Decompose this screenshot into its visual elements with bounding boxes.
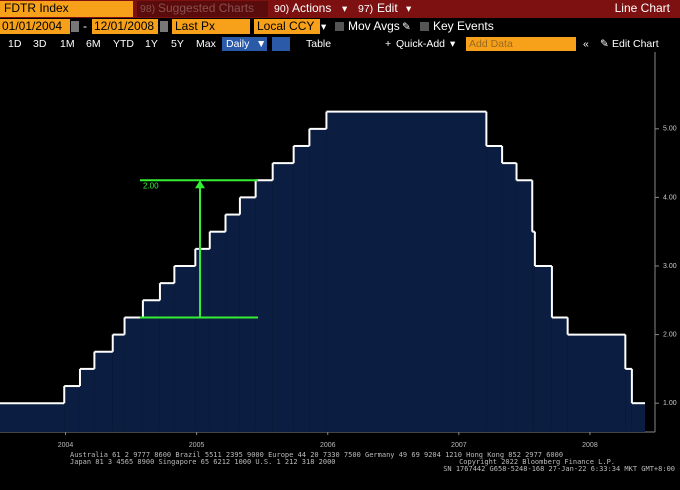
period-button[interactable]: 6M (86, 38, 101, 50)
frequency[interactable]: Daily (226, 38, 250, 50)
period-button[interactable]: 1M (60, 38, 75, 50)
period-button[interactable]: YTD (113, 38, 134, 50)
area-segment (255, 180, 273, 432)
y-tick-label: 2.00 (663, 331, 677, 338)
period-button[interactable]: 1Y (145, 38, 158, 50)
area-segment (326, 111, 487, 433)
area-segment (225, 214, 240, 432)
area-segment (486, 145, 503, 432)
period-button[interactable]: 1D (8, 38, 22, 50)
area-segment (159, 283, 175, 432)
x-tick-label: 2005 (189, 442, 205, 449)
area-segment (79, 368, 95, 432)
edit-num: 97) (358, 3, 373, 15)
area-segment (502, 163, 517, 432)
period-button[interactable]: Max (196, 38, 217, 50)
dropdown-arrow: ▾ (321, 21, 327, 33)
area-segment (209, 231, 226, 432)
area-segment (631, 403, 645, 432)
x-tick-label: 2006 (320, 442, 336, 449)
suggested-button[interactable] (137, 1, 268, 17)
start-date[interactable]: 01/01/2004 (2, 19, 62, 33)
edit-menu[interactable]: Edit (377, 1, 398, 15)
chart-icon[interactable] (272, 37, 290, 51)
annotation-label: 2.00 (143, 181, 159, 190)
add-data[interactable]: Add Data (469, 38, 513, 50)
collapse-icon[interactable]: « (583, 38, 589, 50)
start-date-box[interactable] (0, 19, 70, 34)
period-button[interactable]: 5Y (171, 38, 184, 50)
mov-avgs[interactable]: Mov Avgs (348, 19, 400, 33)
pencil-icon: ✎ (600, 38, 609, 50)
x-tick-label: 2004 (58, 442, 74, 449)
footer-line: Japan 81 3 4565 8900 Singapore 65 6212 1… (70, 458, 336, 466)
end-date[interactable]: 12/01/2008 (94, 19, 154, 33)
add-data-box[interactable] (466, 37, 576, 51)
plot: 2004 2005 2006 2007 2008 1.00 2.00 3.00 4.00 5.00… (0, 52, 677, 449)
quick-add[interactable]: Quick-Add (396, 38, 445, 50)
x-tick-label: 2008 (582, 442, 598, 449)
y-tick-label: 5.00 (663, 126, 677, 133)
area-segment (293, 145, 310, 432)
area-segment (532, 231, 535, 432)
area-segment (272, 163, 294, 432)
plus-icon: + (385, 38, 391, 50)
area-segment (142, 300, 160, 432)
area-segment (309, 128, 327, 432)
footer-copyright: Copyright 2022 Bloomberg Finance L.P. (459, 458, 615, 466)
area-segment (625, 368, 632, 432)
edit-chart[interactable]: Edit Chart (612, 38, 659, 50)
area-segment (516, 180, 533, 432)
area-segment (567, 334, 626, 432)
calendar-icon[interactable] (160, 21, 168, 32)
x-tick-label: 2007 (451, 442, 467, 449)
end-date-box[interactable] (92, 19, 158, 34)
footer-line: SN 1767442 G658-5248-168 27-Jan-22 6:33:… (443, 465, 675, 473)
area-segment (94, 351, 113, 432)
area-segment (124, 317, 143, 432)
y-tick-label: 1.00 (663, 400, 677, 407)
ticker[interactable]: FDTR Index (4, 1, 69, 15)
area-segment (239, 197, 256, 432)
key-events[interactable]: Key Events (433, 19, 494, 33)
period-button[interactable]: 3D (33, 38, 47, 50)
footer-line: Australia 61 2 9777 8600 Brazil 5511 239… (70, 451, 563, 459)
frequency-box[interactable] (222, 37, 267, 51)
chart-type: Line Chart (615, 1, 671, 15)
field[interactable]: Last Px (175, 19, 215, 33)
dropdown-arrow: ▾ (406, 3, 412, 15)
period-buttons: 1D 3D 1M 6M YTD 1Y 5Y Max (8, 38, 217, 50)
area-segment (112, 334, 125, 432)
area-segment (0, 403, 65, 432)
y-tick-label: 4.00 (663, 194, 677, 201)
dropdown-arrow: ▾ (342, 3, 348, 15)
pencil-icon[interactable]: ✎ (402, 21, 411, 33)
area-segment (64, 386, 80, 432)
ticker-box[interactable] (0, 1, 133, 17)
checkbox[interactable] (335, 22, 344, 31)
actions-num: 90) (274, 3, 289, 15)
calendar-icon[interactable] (71, 21, 79, 32)
currency[interactable]: Local CCY (257, 19, 314, 33)
field-box[interactable] (172, 19, 250, 34)
dropdown-arrow: ▼ (256, 38, 266, 50)
actions-menu[interactable]: Actions (292, 1, 331, 15)
checkbox[interactable] (420, 22, 429, 31)
arrow-head (195, 180, 205, 189)
currency-box[interactable] (254, 19, 320, 34)
suggested-num: 98) (140, 3, 155, 15)
area-segment (551, 317, 568, 432)
y-tick-label: 3.00 (663, 263, 677, 270)
date-dash: - (83, 19, 87, 33)
area-segment (534, 266, 552, 432)
table-button[interactable]: Table (306, 38, 331, 50)
suggested[interactable]: Suggested Charts (158, 1, 254, 15)
dropdown-arrow: ▾ (450, 38, 456, 50)
area-segment (195, 248, 210, 432)
area-segment (174, 266, 196, 432)
